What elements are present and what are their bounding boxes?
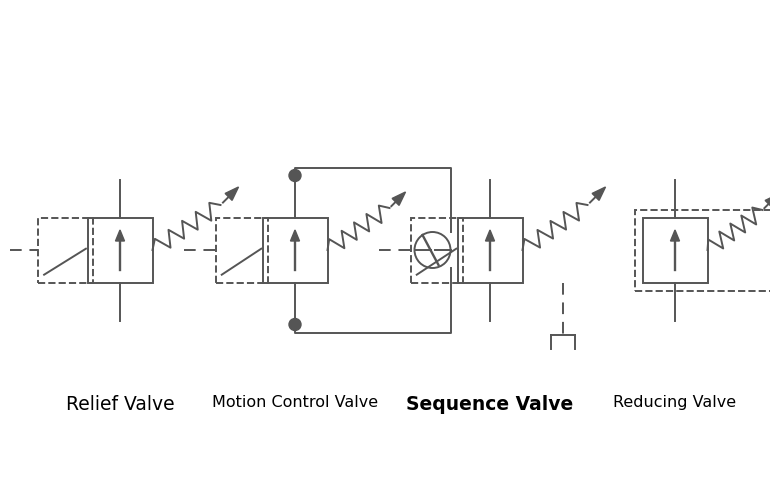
Polygon shape (592, 187, 605, 200)
Circle shape (289, 318, 301, 330)
Bar (410, 218, 463, 282)
Polygon shape (116, 230, 125, 241)
Polygon shape (765, 194, 770, 207)
Text: Motion Control Valve: Motion Control Valve (212, 395, 378, 410)
Circle shape (414, 232, 450, 268)
Polygon shape (225, 187, 239, 200)
Bar (88, 218, 152, 282)
Bar (216, 218, 267, 282)
Bar (457, 218, 523, 282)
Bar (634, 210, 770, 290)
Bar (38, 218, 92, 282)
Polygon shape (486, 230, 494, 241)
Text: Reducing Valve: Reducing Valve (614, 395, 737, 410)
Polygon shape (290, 230, 300, 241)
Polygon shape (392, 192, 406, 205)
Text: Relief Valve: Relief Valve (65, 395, 174, 414)
Text: Sequence Valve: Sequence Valve (407, 395, 574, 414)
Circle shape (289, 170, 301, 181)
Bar (642, 218, 708, 282)
Polygon shape (671, 230, 679, 241)
Bar (263, 218, 327, 282)
